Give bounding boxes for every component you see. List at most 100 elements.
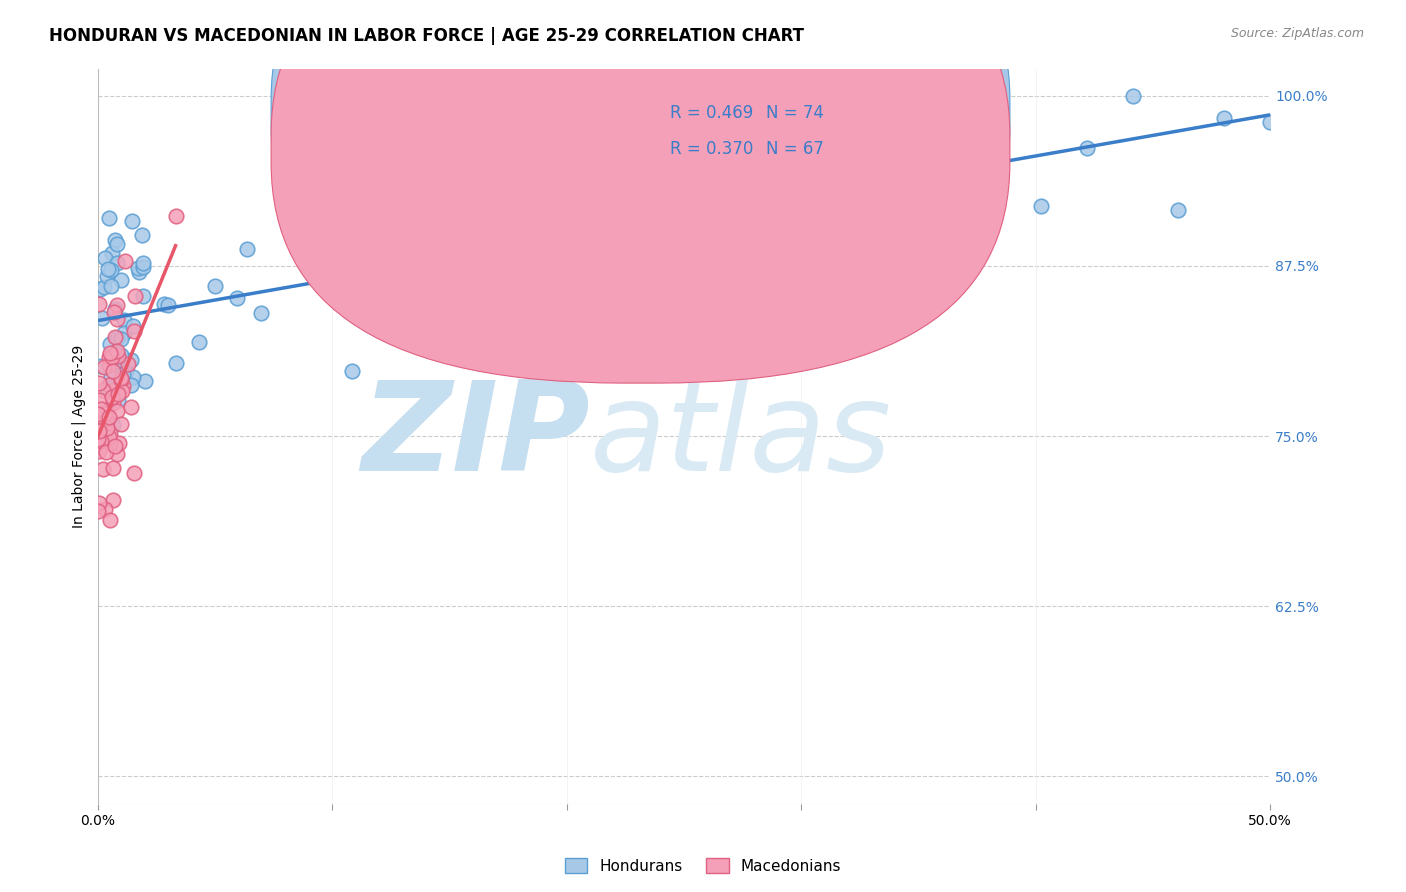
Point <box>524 232 547 246</box>
Point <box>98 345 121 359</box>
Point <box>295 248 318 262</box>
Point <box>101 396 124 410</box>
Text: R = 0.370: R = 0.370 <box>669 140 754 158</box>
Point <box>112 379 135 393</box>
Point <box>94 426 117 441</box>
Point <box>100 369 122 384</box>
Point <box>96 380 118 394</box>
Text: Source: ZipAtlas.com: Source: ZipAtlas.com <box>1230 27 1364 40</box>
Point <box>97 262 120 277</box>
Point <box>96 421 118 435</box>
Point <box>121 214 143 228</box>
Point <box>112 326 135 340</box>
Point <box>433 128 456 142</box>
Point <box>93 408 115 422</box>
Text: ZIP: ZIP <box>361 376 591 497</box>
Point <box>105 447 128 461</box>
Point <box>103 305 125 319</box>
Point <box>103 418 125 433</box>
Point <box>157 297 180 311</box>
Point <box>387 227 409 241</box>
Text: N = 67: N = 67 <box>766 140 824 158</box>
FancyBboxPatch shape <box>271 0 1010 348</box>
Point <box>342 364 364 378</box>
Point <box>111 373 134 387</box>
Point <box>107 349 129 363</box>
Point <box>101 246 124 260</box>
Point <box>1122 88 1144 103</box>
Text: atlas: atlas <box>591 376 893 497</box>
Point <box>96 444 118 458</box>
Text: N = 74: N = 74 <box>766 104 824 122</box>
Point <box>93 280 115 294</box>
Point <box>1213 111 1236 125</box>
Point <box>110 373 132 387</box>
Point <box>235 242 257 256</box>
Point <box>87 432 110 446</box>
Point <box>846 205 869 219</box>
Point <box>188 334 211 349</box>
Point <box>89 443 111 458</box>
Point <box>153 297 176 311</box>
Point <box>97 409 120 424</box>
Point <box>1029 199 1052 213</box>
Point <box>1076 141 1098 155</box>
Point <box>114 254 136 268</box>
Text: HONDURAN VS MACEDONIAN IN LABOR FORCE | AGE 25-29 CORRELATION CHART: HONDURAN VS MACEDONIAN IN LABOR FORCE | … <box>49 27 804 45</box>
Point <box>204 279 226 293</box>
Point <box>98 436 121 450</box>
Point <box>104 301 127 316</box>
Point <box>94 501 117 516</box>
Point <box>104 439 127 453</box>
Point <box>120 401 142 415</box>
Point <box>90 401 112 416</box>
Point <box>124 289 146 303</box>
Point <box>117 357 139 371</box>
Point <box>87 392 110 407</box>
Point <box>110 331 132 345</box>
Point <box>124 324 146 338</box>
Point <box>754 209 776 223</box>
Point <box>105 256 128 270</box>
Point <box>100 350 122 364</box>
Point <box>103 383 125 397</box>
Point <box>90 434 112 448</box>
Point <box>87 421 110 435</box>
Point <box>124 467 146 481</box>
Point <box>98 211 121 226</box>
Point <box>87 407 110 421</box>
Point <box>96 268 118 283</box>
Point <box>91 462 114 476</box>
Point <box>98 358 121 372</box>
Point <box>104 233 127 247</box>
Point <box>89 440 111 454</box>
Point <box>87 424 110 438</box>
Point <box>110 348 132 362</box>
Point <box>101 390 124 404</box>
Point <box>132 289 155 303</box>
Point <box>800 120 823 134</box>
Point <box>98 513 121 527</box>
Point <box>120 353 142 368</box>
Point <box>938 103 960 118</box>
Text: R = 0.469: R = 0.469 <box>669 104 754 122</box>
Point <box>91 419 114 434</box>
Point <box>891 137 914 152</box>
Point <box>91 383 114 397</box>
Point <box>100 262 122 277</box>
Point <box>89 282 111 296</box>
Point <box>225 291 247 305</box>
Point <box>101 364 124 378</box>
Point <box>89 423 111 437</box>
Point <box>105 298 128 312</box>
Point <box>120 378 142 392</box>
Point <box>105 376 128 391</box>
Point <box>134 374 156 388</box>
Point <box>114 364 136 378</box>
Point <box>662 186 685 201</box>
Point <box>105 404 128 418</box>
Point <box>87 425 110 440</box>
Point <box>110 417 132 432</box>
Point <box>93 251 115 265</box>
Point <box>112 367 135 381</box>
